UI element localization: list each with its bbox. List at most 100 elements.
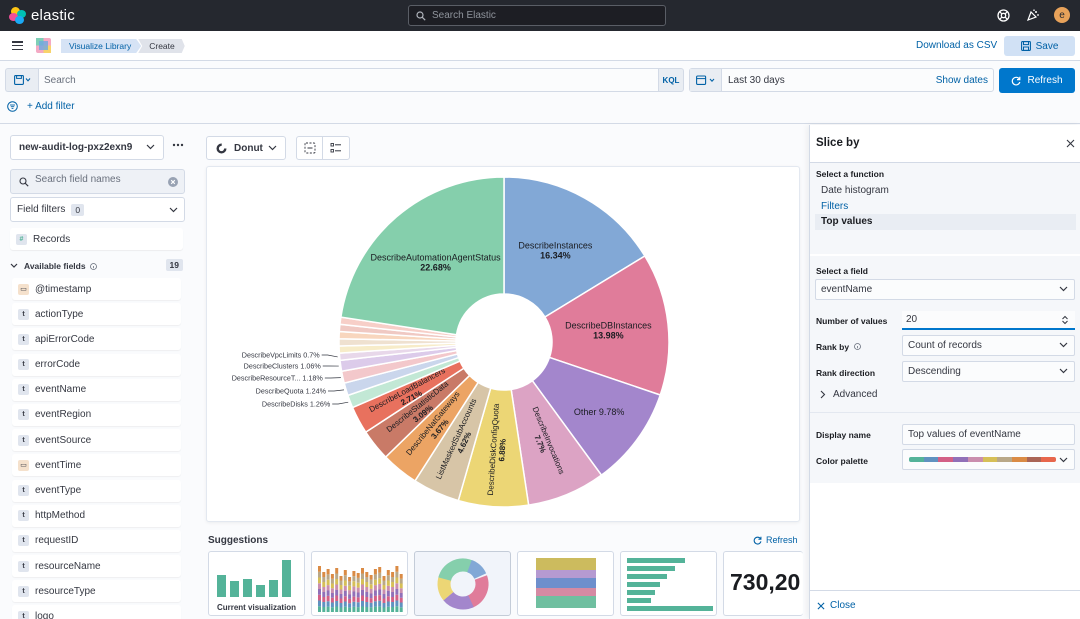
- index-pattern-select[interactable]: new-audit-log-pxz2exn9: [10, 135, 164, 160]
- slice-label-value: 22.68%: [420, 262, 451, 272]
- chevron-down-icon: [1059, 286, 1068, 292]
- suggestion-current-visualization[interactable]: Current visualization: [208, 551, 305, 616]
- menu-hamburger-icon[interactable]: [12, 41, 23, 51]
- function-date-histogram[interactable]: Date histogram: [821, 185, 889, 196]
- display-name-input[interactable]: Top values of eventName: [902, 424, 1075, 445]
- rank-direction-select[interactable]: Descending: [902, 361, 1075, 382]
- label-options-icon: [304, 142, 315, 154]
- help-menu-icon[interactable]: [994, 6, 1012, 24]
- donut-thumbnail: [437, 558, 489, 610]
- elastic-logo-link[interactable]: elastic: [9, 7, 75, 24]
- color-palette-label: Color palette: [816, 456, 868, 466]
- breadcrumb-visualize-library[interactable]: Visualize Library: [61, 39, 141, 53]
- display-options-button[interactable]: [297, 137, 324, 159]
- donut-slice[interactable]: [340, 176, 505, 336]
- donut-slice[interactable]: [543, 254, 670, 396]
- suggestions-refresh-button[interactable]: Refresh: [753, 535, 798, 545]
- saved-query-menu-button[interactable]: [5, 68, 38, 92]
- close-icon[interactable]: [1066, 139, 1075, 148]
- suggestions-title: Suggestions: [208, 535, 269, 546]
- donut-slice[interactable]: [503, 176, 646, 319]
- date-field-icon: ▭: [18, 283, 29, 295]
- more-options-icon[interactable]: [172, 143, 184, 147]
- clear-search-icon[interactable]: [168, 177, 178, 187]
- add-filter-button[interactable]: + Add filter: [27, 101, 75, 112]
- stepper-arrows-icon[interactable]: [1061, 315, 1069, 325]
- field-search-box[interactable]: [10, 169, 185, 194]
- field-item[interactable]: t apiErrorCode: [12, 328, 181, 351]
- field-item[interactable]: t resourceName: [12, 555, 181, 578]
- field-label: Select a field: [816, 266, 868, 276]
- field-item-records[interactable]: # Records: [10, 228, 183, 250]
- field-item[interactable]: t requestID: [12, 529, 181, 552]
- chart-type-select[interactable]: Donut: [206, 136, 286, 160]
- rank-by-value: Count of records: [908, 340, 982, 351]
- color-palette-select[interactable]: [902, 449, 1075, 470]
- function-top-values[interactable]: Top values: [815, 214, 1076, 230]
- save-button[interactable]: Save: [1004, 36, 1075, 56]
- chevron-down-icon: [169, 207, 178, 213]
- refresh-button[interactable]: Refresh: [999, 68, 1075, 93]
- date-picker[interactable]: Last 30 days Show dates: [689, 68, 994, 92]
- flyout-footer: Close: [810, 590, 1080, 619]
- chevron-down-icon: [268, 145, 277, 151]
- download-csv-link[interactable]: Download as CSV: [916, 40, 998, 51]
- filter-menu-icon[interactable]: [7, 101, 18, 112]
- field-item-label: httpMethod: [35, 510, 86, 522]
- function-top-values-label: Top values: [821, 216, 873, 227]
- show-dates-link[interactable]: Show dates: [935, 75, 988, 86]
- function-filters[interactable]: Filters: [821, 201, 849, 212]
- news-feed-icon[interactable]: [1024, 6, 1042, 24]
- field-item-label: eventSource: [35, 434, 92, 446]
- slice-label: DescribeDisks 1.26%: [262, 400, 331, 409]
- available-fields-header[interactable]: Available fields 19: [10, 259, 183, 273]
- field-filters-label: Field filters: [17, 204, 66, 215]
- query-search-field[interactable]: [38, 68, 658, 92]
- field-item[interactable]: t resourceType: [12, 580, 181, 603]
- field-filters-toggle[interactable]: Field filters 0: [10, 197, 185, 222]
- chart-toolbar: [296, 136, 350, 160]
- number-of-values-input[interactable]: [902, 311, 1075, 330]
- field-item[interactable]: t errorCode: [12, 353, 181, 376]
- global-search-input[interactable]: [432, 10, 632, 21]
- suggestion-stacked-area[interactable]: [517, 551, 614, 616]
- elastic-logo-icon: [9, 7, 26, 24]
- field-search-input[interactable]: [35, 174, 165, 185]
- user-avatar[interactable]: e: [1054, 7, 1070, 23]
- calendar-icon: [695, 75, 714, 85]
- field-select[interactable]: eventName: [815, 279, 1075, 300]
- date-range-label[interactable]: Last 30 days: [728, 75, 785, 86]
- rank-by-select[interactable]: Count of records: [902, 335, 1075, 356]
- available-fields-label: Available fields: [24, 261, 86, 271]
- close-flyout-button[interactable]: Close: [817, 600, 856, 611]
- advanced-label: Advanced: [833, 389, 878, 400]
- brand-name: elastic: [31, 7, 75, 24]
- close-icon: [817, 602, 825, 609]
- field-item[interactable]: t eventSource: [12, 429, 181, 452]
- string-field-icon: t: [18, 510, 29, 522]
- suggestion-horizontal-bar[interactable]: [620, 551, 717, 616]
- legend-options-button[interactable]: [323, 137, 349, 159]
- quick-menu-button[interactable]: [690, 69, 722, 91]
- advanced-toggle[interactable]: Advanced: [820, 389, 877, 400]
- global-search-box[interactable]: [408, 5, 666, 26]
- suggestion-donut[interactable]: [414, 551, 511, 616]
- field-item[interactable]: t eventRegion: [12, 403, 181, 426]
- query-search-input[interactable]: [39, 69, 639, 91]
- suggestion-metric[interactable]: 730,20: [723, 551, 803, 616]
- field-item[interactable]: t logo: [12, 605, 181, 619]
- field-item[interactable]: t eventType: [12, 479, 181, 502]
- field-item-label: eventRegion: [35, 409, 92, 421]
- field-item[interactable]: ▭ @timestamp: [12, 278, 181, 300]
- breadcrumb-create: Create: [138, 39, 185, 53]
- field-item[interactable]: t httpMethod: [12, 504, 181, 527]
- suggestion-stacked-bar[interactable]: [311, 551, 408, 616]
- field-item[interactable]: ▭ eventTime: [12, 454, 181, 477]
- string-field-icon: t: [18, 560, 29, 572]
- string-field-icon: t: [18, 535, 29, 547]
- query-language-toggle[interactable]: KQL: [658, 68, 684, 92]
- field-item[interactable]: t eventName: [12, 378, 181, 401]
- field-item[interactable]: t actionType: [12, 303, 181, 326]
- display-name-value: Top values of eventName: [908, 429, 1021, 440]
